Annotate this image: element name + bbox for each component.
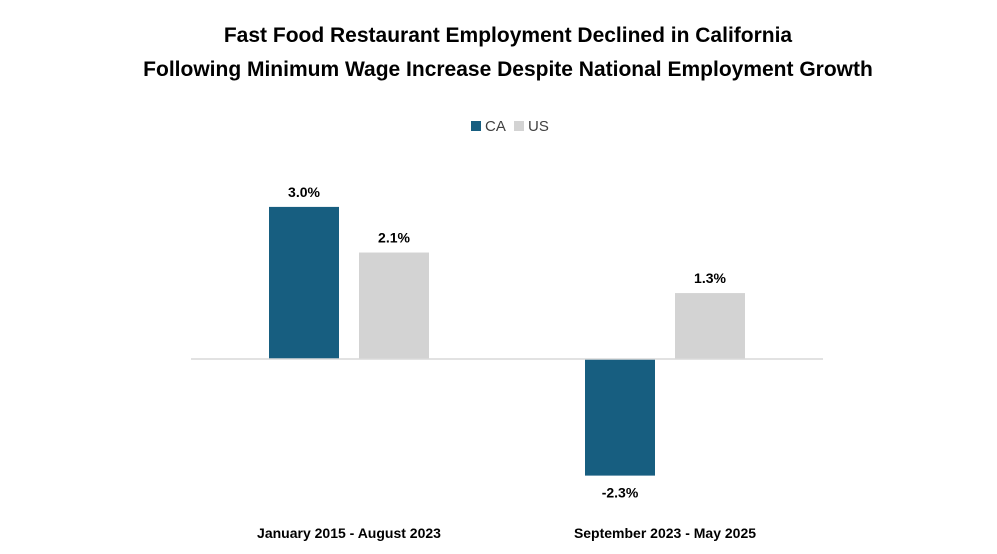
legend-label-us: US — [528, 118, 549, 135]
chart-title-line-2: Following Minimum Wage Increase Despite … — [143, 58, 873, 81]
data-labels: 3.0% -2.3% 2.1% 1.3% — [288, 184, 726, 501]
category-label-2: September 2023 - May 2025 — [574, 525, 756, 541]
chart-title: Fast Food Restaurant Employment Declined… — [143, 24, 873, 81]
bar-ca-1 — [269, 206, 339, 359]
legend-label-ca: CA — [485, 118, 506, 135]
bar-ca-2 — [585, 359, 655, 476]
category-label-1: January 2015 - August 2023 — [257, 525, 441, 541]
data-label-ca-2: -2.3% — [602, 485, 639, 501]
category-axis: January 2015 - August 2023 September 2023… — [257, 525, 756, 541]
legend-swatch-ca — [471, 121, 481, 131]
data-label-us-1: 2.1% — [378, 230, 410, 246]
bar-us-1 — [359, 252, 429, 359]
bars — [269, 206, 745, 476]
data-label-ca-1: 3.0% — [288, 184, 320, 200]
legend-swatch-us — [514, 121, 524, 131]
chart-title-line-1: Fast Food Restaurant Employment Declined… — [224, 24, 793, 47]
bar-us-2 — [675, 293, 745, 359]
legend: CA US — [471, 118, 549, 135]
data-label-us-2: 1.3% — [694, 270, 726, 286]
